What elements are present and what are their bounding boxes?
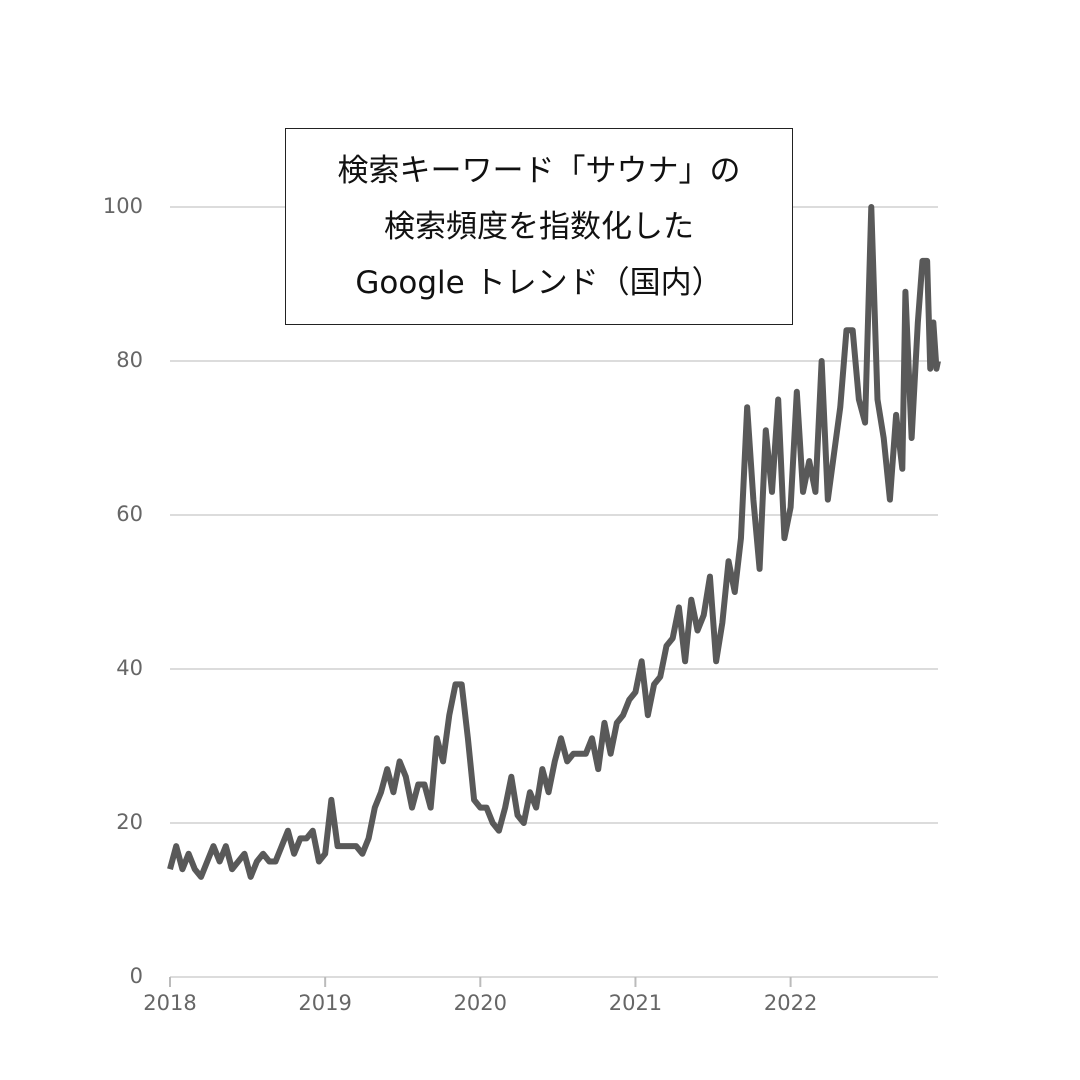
x-tick-label: 2022 <box>764 991 817 1015</box>
y-tick-label: 60 <box>116 502 143 526</box>
title-box: 検索キーワード「サウナ」の 検索頻度を指数化した Google トレンド（国内） <box>285 128 793 325</box>
x-tick-label: 2018 <box>143 991 196 1015</box>
chart-title: 検索キーワード「サウナ」の <box>337 152 741 189</box>
chart-title: Google トレンド（国内） <box>355 264 723 301</box>
data-line <box>167 204 941 880</box>
x-tick-label: 2020 <box>454 991 507 1015</box>
x-tick-label: 2021 <box>609 991 662 1015</box>
chart-title: 検索頻度を指数化した <box>384 208 694 245</box>
y-tick-label: 80 <box>116 348 143 372</box>
x-tick-label: 2019 <box>298 991 351 1015</box>
y-tick-label: 0 <box>130 964 143 988</box>
y-tick-label: 40 <box>116 656 143 680</box>
y-tick-label: 20 <box>116 810 143 834</box>
y-tick-label: 100 <box>103 194 143 218</box>
